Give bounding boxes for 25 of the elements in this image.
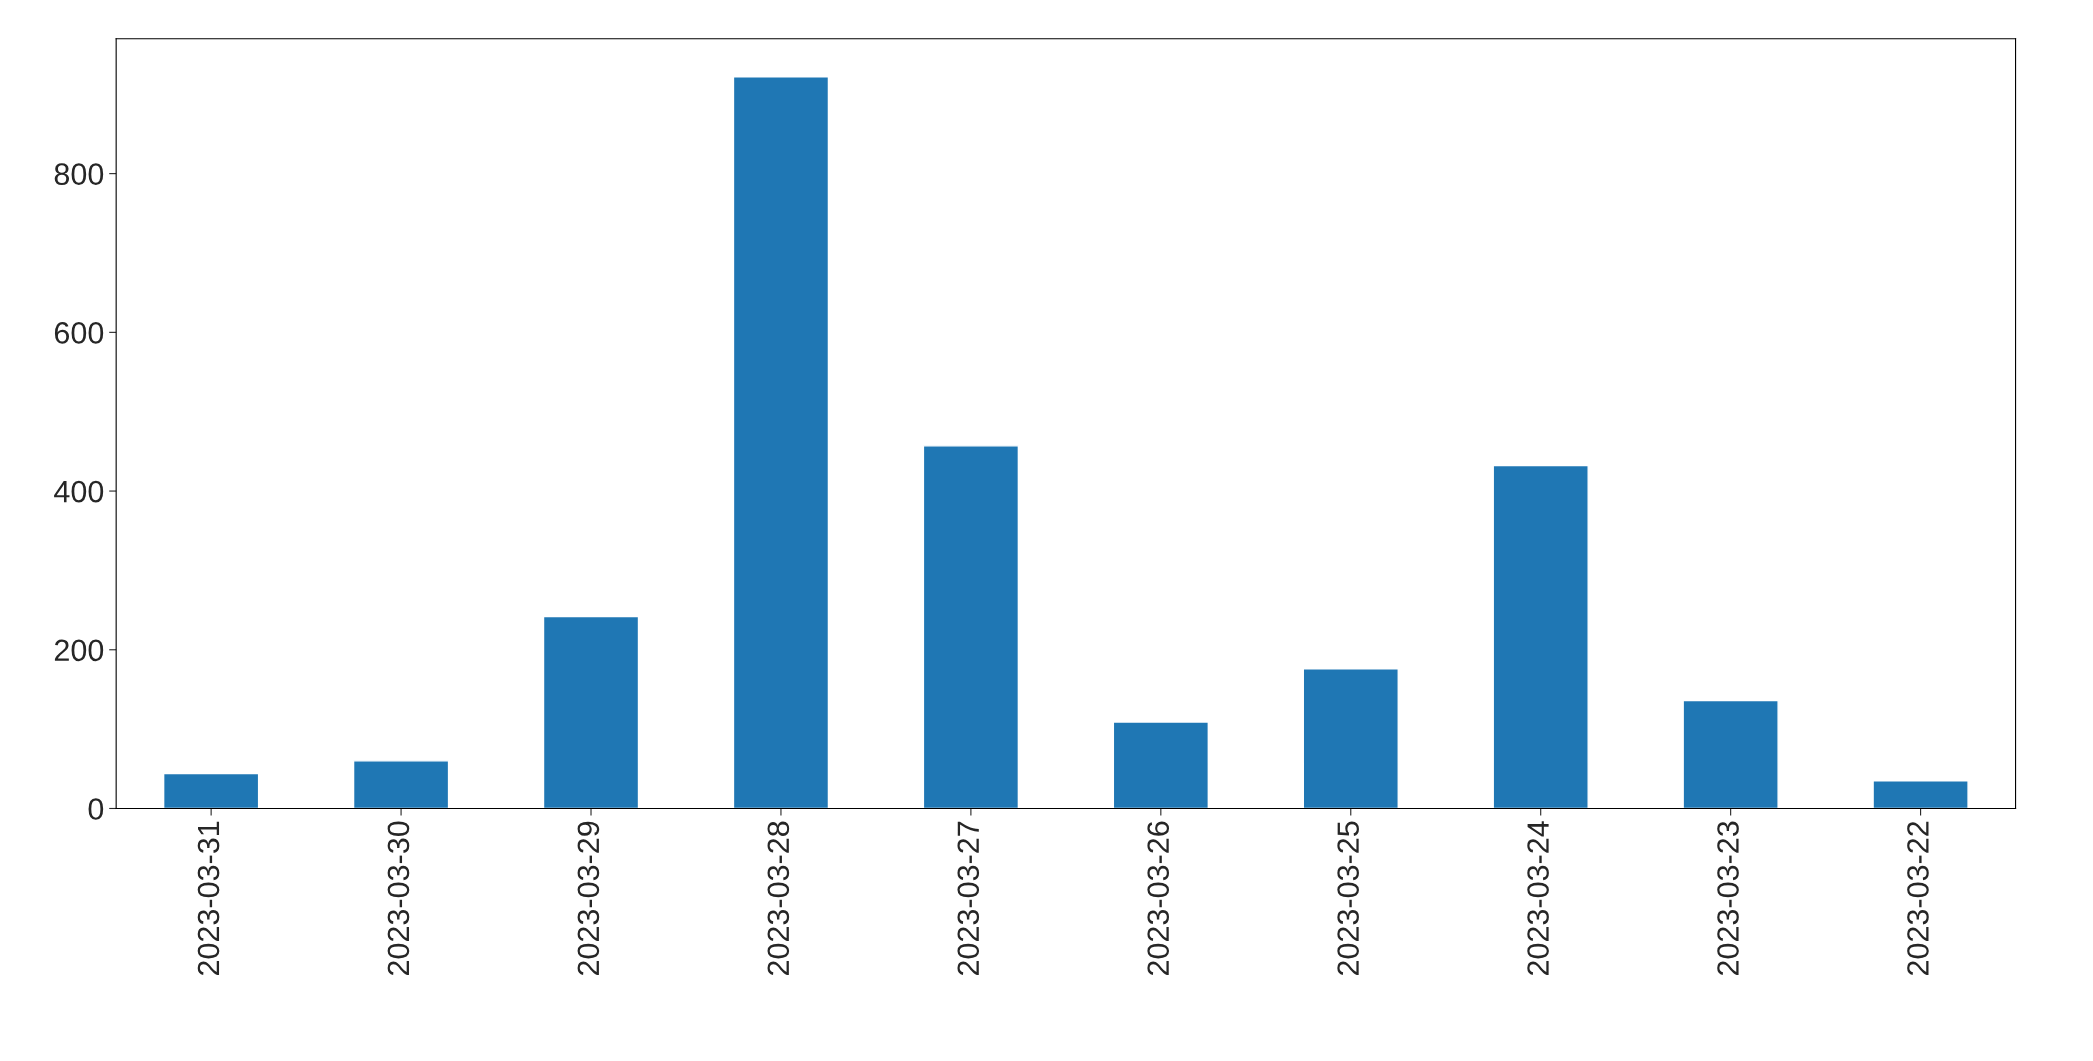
x-tick-label: 2023-03-31 (197, 821, 220, 976)
bar (732, 76, 830, 809)
x-tick-label: 2023-03-28 (767, 821, 790, 976)
y-tick-label: 400 (54, 480, 104, 503)
x-tick-label: 2023-03-23 (1717, 821, 1739, 976)
y-tick-label: 200 (54, 639, 104, 662)
x-tick-label: 2023-03-30 (387, 821, 410, 976)
bar (542, 615, 640, 809)
bar (1682, 699, 1779, 809)
bar (1302, 668, 1399, 809)
bar (1492, 464, 1589, 809)
bar (162, 772, 260, 809)
x-tick-label: 2023-03-27 (957, 821, 980, 976)
x-tick-label: 2023-03-29 (577, 821, 600, 976)
y-tick-label: 800 (54, 163, 104, 185)
y-tick-label: 600 (54, 322, 104, 344)
x-tick-label: 2023-03-26 (1147, 821, 1170, 976)
x-tick-label: 2023-03-25 (1337, 821, 1359, 976)
bar (1112, 721, 1210, 809)
x-tick-label: 2023-03-24 (1527, 821, 1549, 976)
x-tick-label: 2023-03-22 (1907, 821, 1929, 976)
y-tick-label: 0 (88, 798, 104, 820)
bar (352, 760, 450, 809)
bar (1872, 780, 1969, 809)
bar (922, 445, 1020, 809)
